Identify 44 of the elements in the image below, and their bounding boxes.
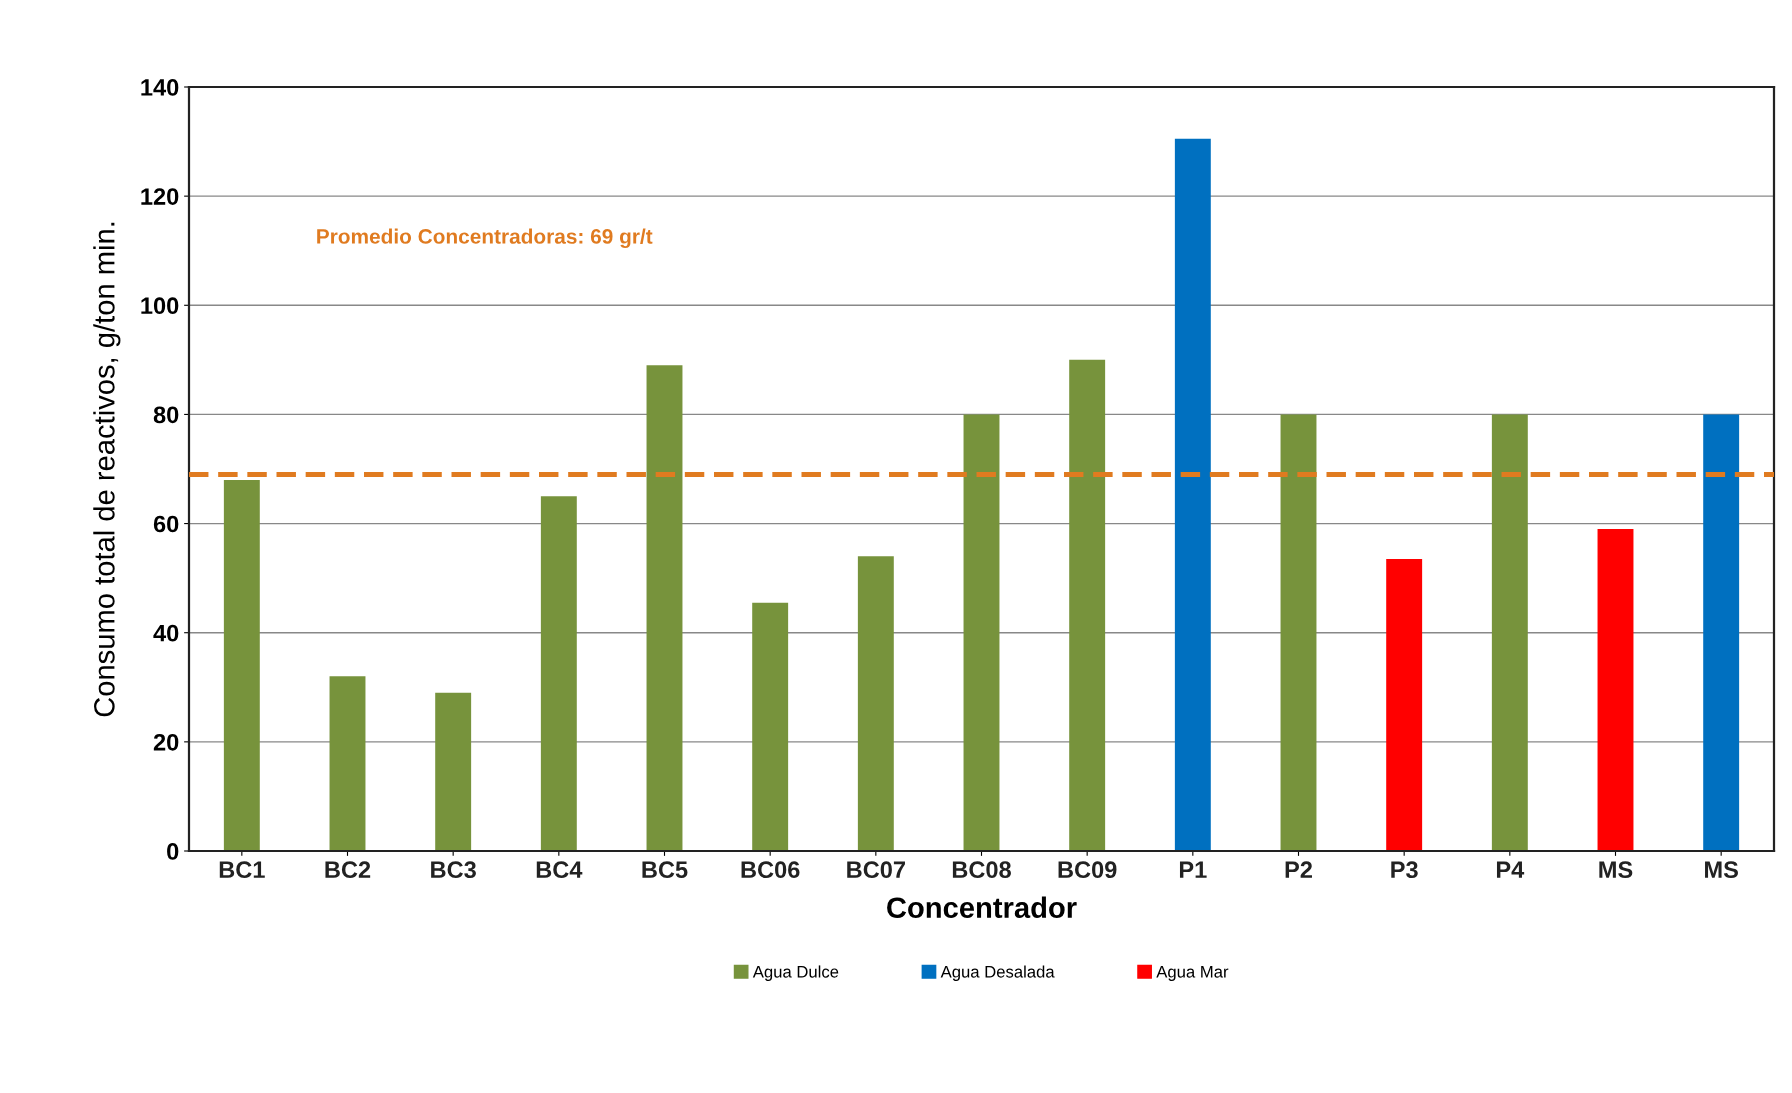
x-tick-label: BC3: [431, 861, 476, 879]
x-tick-label: BC1: [219, 861, 265, 879]
x-tick-label: BC06: [741, 861, 800, 879]
bar: [963, 414, 1000, 851]
bar: [1386, 559, 1423, 851]
y-tick-label: 20: [153, 733, 179, 751]
bar: [1597, 529, 1634, 851]
y-axis-title: Consumo total de reactivos, g/ton min.: [93, 222, 121, 717]
x-tick-label: BC5: [642, 861, 688, 879]
legend-label: Agua Mar: [1156, 966, 1229, 981]
bar: [1703, 414, 1740, 851]
x-tick-label: BC07: [847, 861, 905, 879]
bar: [1280, 414, 1317, 851]
x-tick-label: BC08: [952, 861, 1011, 879]
bar: [752, 602, 789, 851]
y-tick-label: 60: [153, 515, 179, 533]
bar: [329, 676, 366, 851]
legend-label: Agua Desalada: [940, 965, 1055, 981]
x-tick-label: P2: [1285, 861, 1312, 878]
x-tick-label: P1: [1179, 861, 1207, 878]
x-tick-label: MS: [1705, 861, 1738, 879]
y-tick-label: 0: [167, 843, 179, 860]
bar: [223, 479, 260, 851]
bar: [1174, 138, 1211, 851]
x-tick-label: P3: [1391, 861, 1418, 879]
y-tick-label: 80: [153, 406, 179, 424]
bar: [540, 496, 577, 851]
y-tick-label: 140: [141, 79, 179, 96]
x-tick-label: BC4: [536, 861, 583, 879]
x-tick-label: BC09: [1058, 861, 1117, 879]
x-tick-label: MS: [1599, 861, 1633, 879]
bar: [857, 556, 894, 851]
bar: [435, 692, 472, 851]
ref-line-label: Promedio Concentradoras: 69 gr/t: [317, 228, 653, 249]
x-tick-label: P4: [1496, 861, 1525, 878]
x-axis-title: Concentrador: [887, 896, 1077, 919]
y-tick-label: 120: [141, 188, 179, 205]
bar: [1491, 414, 1528, 851]
legend-label: Agua Dulce: [752, 965, 839, 981]
x-tick-label: BC2: [325, 861, 371, 879]
y-tick-label: 40: [153, 624, 179, 642]
bar: [646, 365, 683, 851]
bar: [1069, 359, 1106, 851]
y-tick-label: 100: [141, 297, 179, 315]
